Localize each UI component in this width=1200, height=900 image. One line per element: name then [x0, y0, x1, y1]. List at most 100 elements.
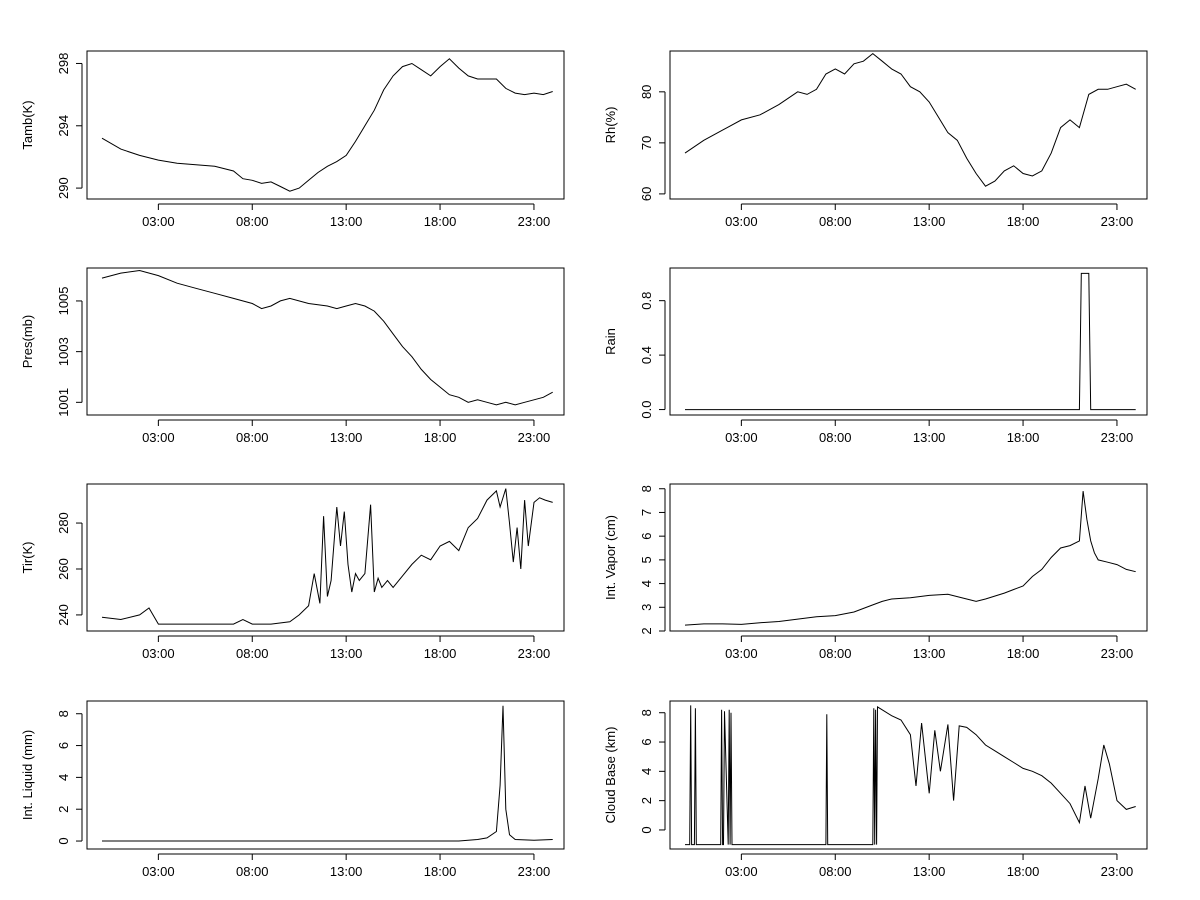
chart-panel-3: 03:00 08:00 13:00 18:00 23:00 0.0 0.4 0.8 Rain	[603, 267, 1148, 445]
y-tick-label: 8	[639, 709, 654, 716]
x-tick-label: 18:00	[424, 646, 457, 661]
x-tick-label: 03:00	[725, 864, 758, 879]
x-tick-label: 23:00	[1101, 430, 1134, 445]
x-tick-label: 18:00	[1007, 214, 1040, 229]
y-tick-label: 0	[56, 837, 71, 844]
y-axis-label: Int. Vapor (cm)	[603, 515, 618, 600]
x-tick-label: 13:00	[330, 646, 363, 661]
y-axis-label: Pres(mb)	[20, 315, 35, 368]
x-tick-label: 08:00	[236, 864, 269, 879]
plot-frame	[669, 700, 1148, 850]
plot-frame	[86, 483, 565, 632]
panels: 03:00 08:00 13:00 18:00 23:00 290 294 298 Tamb(K…	[20, 50, 1148, 879]
x-tick-label: 13:00	[330, 430, 363, 445]
chart-panel-5: 03:00 08:00 13:00 18:00 23:00 2 3 4 5 6 7 8 Int. Vap…	[603, 483, 1148, 661]
x-tick-label: 08:00	[819, 864, 852, 879]
series-line	[101, 58, 553, 192]
x-tick-label: 23:00	[518, 646, 551, 661]
y-tick-label: 70	[639, 136, 654, 150]
x-tick-label: 08:00	[236, 430, 269, 445]
y-tick-label: 4	[639, 580, 654, 587]
series-line	[685, 705, 1136, 846]
x-tick-label: 13:00	[913, 864, 946, 879]
y-tick-label: 5	[639, 556, 654, 563]
x-tick-label: 08:00	[819, 214, 852, 229]
plot-frame	[86, 267, 565, 416]
x-tick-label: 13:00	[913, 214, 946, 229]
chart-panel-1: 03:00 08:00 13:00 18:00 23:00 60 70 80 Rh(%)	[603, 50, 1148, 229]
x-tick-label: 23:00	[518, 214, 551, 229]
y-tick-label: 2	[639, 797, 654, 804]
y-tick-label: 4	[56, 774, 71, 781]
y-tick-label: 294	[56, 115, 71, 137]
y-tick-label: 6	[639, 738, 654, 745]
y-tick-label: 0.8	[639, 292, 654, 310]
plot-frame	[86, 50, 565, 200]
y-tick-label: 0.4	[639, 346, 654, 364]
x-tick-label: 13:00	[913, 430, 946, 445]
x-tick-label: 03:00	[725, 214, 758, 229]
x-tick-label: 08:00	[236, 214, 269, 229]
y-tick-label: 80	[639, 85, 654, 99]
y-axis-label: Rh(%)	[603, 107, 618, 144]
x-tick-label: 03:00	[725, 430, 758, 445]
y-tick-label: 6	[56, 742, 71, 749]
plot-frame	[86, 700, 565, 850]
y-tick-label: 240	[56, 604, 71, 626]
x-tick-label: 23:00	[518, 864, 551, 879]
chart-panel-0: 03:00 08:00 13:00 18:00 23:00 290 294 298 Tamb(K…	[20, 50, 565, 229]
y-axis-label: Tamb(K)	[20, 100, 35, 149]
chart-panel-7: 03:00 08:00 13:00 18:00 23:00 0 2 4 6 8 Cloud Base…	[603, 700, 1148, 879]
y-tick-label: 0	[639, 826, 654, 833]
x-tick-label: 03:00	[142, 646, 175, 661]
x-tick-label: 18:00	[1007, 646, 1040, 661]
y-tick-label: 2	[639, 627, 654, 634]
y-axis-label: Int. Liquid (mm)	[20, 730, 35, 820]
x-tick-label: 23:00	[1101, 864, 1134, 879]
y-tick-label: 298	[56, 53, 71, 75]
plot-frame	[669, 267, 1148, 416]
y-tick-label: 8	[639, 485, 654, 492]
x-tick-label: 03:00	[142, 864, 175, 879]
y-axis-label: Tir(K)	[20, 541, 35, 573]
series-line	[684, 491, 1136, 626]
x-tick-label: 03:00	[142, 430, 175, 445]
series-line	[101, 488, 553, 625]
x-tick-label: 13:00	[330, 864, 363, 879]
y-tick-label: 4	[639, 768, 654, 775]
y-tick-label: 7	[639, 509, 654, 516]
series-line	[684, 52, 1136, 187]
x-tick-label: 23:00	[1101, 646, 1134, 661]
y-tick-label: 2	[56, 806, 71, 813]
plot-frame	[669, 50, 1148, 200]
x-tick-label: 08:00	[819, 646, 852, 661]
y-tick-label: 60	[639, 187, 654, 201]
x-tick-label: 18:00	[424, 430, 457, 445]
y-tick-label: 0.0	[639, 401, 654, 419]
series-line	[101, 269, 553, 406]
y-tick-label: 1001	[56, 388, 71, 417]
y-tick-label: 8	[56, 710, 71, 717]
x-tick-label: 03:00	[725, 646, 758, 661]
y-tick-label: 6	[639, 533, 654, 540]
y-tick-label: 260	[56, 558, 71, 580]
y-tick-label: 1003	[56, 337, 71, 366]
y-tick-label: 290	[56, 177, 71, 199]
chart-panel-2: 03:00 08:00 13:00 18:00 23:00 1001 1003 1005 Pre…	[20, 267, 565, 445]
x-tick-label: 18:00	[424, 864, 457, 879]
chart-panel-6: 03:00 08:00 13:00 18:00 23:00 0 2 4 6 8 Int. Liqui…	[20, 700, 565, 879]
x-tick-label: 23:00	[1101, 214, 1134, 229]
x-tick-label: 18:00	[1007, 864, 1040, 879]
x-tick-label: 13:00	[330, 214, 363, 229]
chart-panel-4: 03:00 08:00 13:00 18:00 23:00 240 260 280 Tir(K)	[20, 483, 565, 661]
x-tick-label: 23:00	[518, 430, 551, 445]
plot-frame	[669, 483, 1148, 632]
y-tick-label: 280	[56, 512, 71, 534]
y-axis-label: Cloud Base (km)	[603, 727, 618, 824]
x-tick-label: 18:00	[424, 214, 457, 229]
series-line	[102, 705, 553, 842]
series-line	[685, 272, 1136, 411]
x-tick-label: 08:00	[819, 430, 852, 445]
